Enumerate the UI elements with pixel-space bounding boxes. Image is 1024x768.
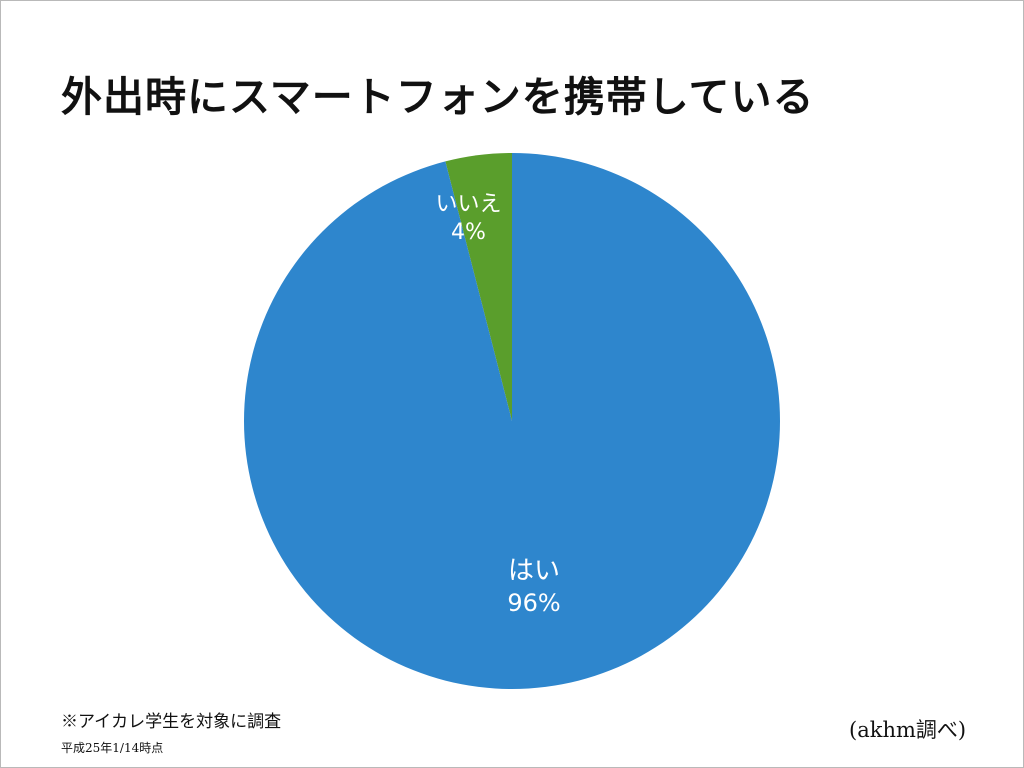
survey-date: 平成25年1/14時点 <box>61 741 164 755</box>
slice-value-no: 4% <box>451 220 486 245</box>
credit-label: (akhm調べ) <box>849 718 967 742</box>
slide-title: 外出時にスマートフォンを携帯している <box>61 73 815 121</box>
survey-note: ※アイカレ学生を対象に調査 <box>61 712 282 732</box>
slice-label-yes: はい <box>508 556 560 586</box>
pie-slice-yes <box>243 153 780 689</box>
slice-label-no: いいえ <box>435 192 501 217</box>
pie-slice-no <box>445 153 512 421</box>
slice-value-yes: 96% <box>507 589 560 617</box>
